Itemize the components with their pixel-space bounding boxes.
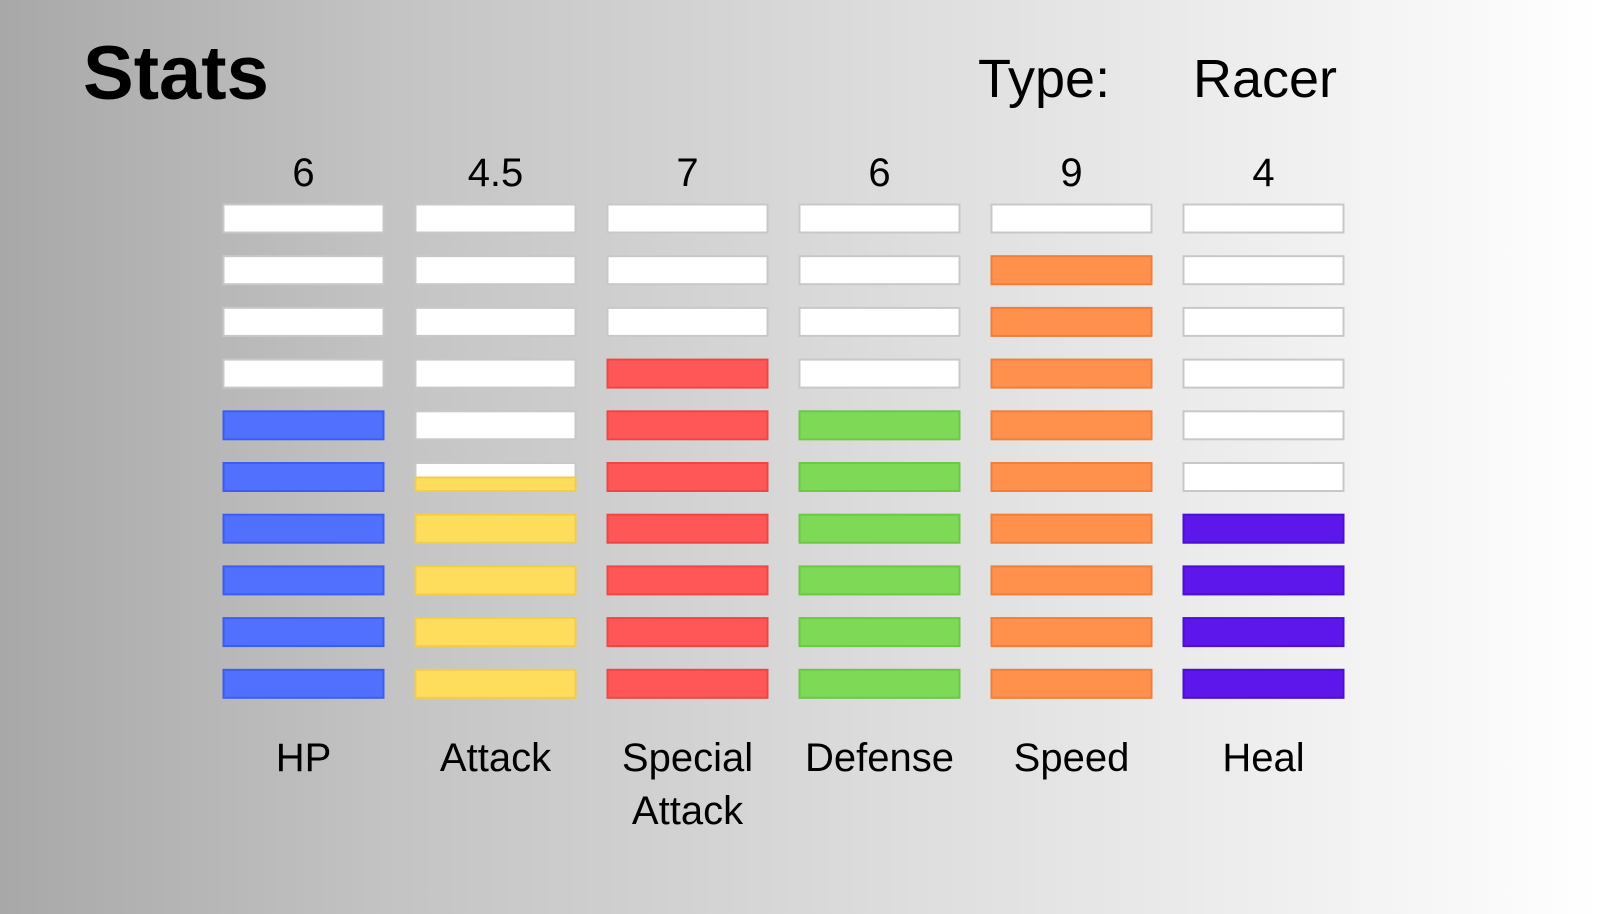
stat-value-heal: 4 <box>1252 151 1274 195</box>
stat-segment-empty <box>1182 358 1345 389</box>
stat-column-special-attack: 7 Special Attack <box>606 151 769 833</box>
stat-segment-empty <box>606 203 769 234</box>
page-title: Stats <box>83 31 269 116</box>
stat-segment-filled <box>606 617 769 648</box>
stat-value-hp: 6 <box>292 151 314 195</box>
stat-segment-empty <box>798 306 961 337</box>
stat-segment-filled <box>990 565 1153 596</box>
stat-label-special-attack: Attack <box>632 789 744 833</box>
stat-segment-filled <box>990 513 1153 544</box>
stat-column-hp: 6 HP <box>222 151 385 780</box>
stat-segment-filled <box>798 565 961 596</box>
stat-value-defense: 6 <box>868 151 890 195</box>
stat-segment-filled <box>606 358 769 389</box>
stat-segment-filled <box>1182 617 1345 648</box>
stat-segment-filled <box>222 617 385 648</box>
stat-segment-empty <box>222 358 385 389</box>
stat-segment-empty <box>798 358 961 389</box>
stat-segment-empty <box>222 306 385 337</box>
stat-segment-filled <box>990 462 1153 492</box>
stat-column-defense: 6 Defense <box>798 151 961 780</box>
stat-segment-empty <box>414 306 577 337</box>
stat-segment-empty <box>606 255 769 286</box>
stat-segment-filled <box>222 462 385 492</box>
stat-segment-filled <box>414 668 577 699</box>
type-value: Racer <box>1193 49 1338 109</box>
stat-segment-empty <box>606 306 769 337</box>
stat-segment-filled <box>990 410 1153 441</box>
stat-segment-filled <box>414 476 577 492</box>
stat-label-attack: Attack <box>440 736 552 780</box>
stat-segment-empty <box>990 203 1153 234</box>
stat-segment-filled <box>1182 668 1345 699</box>
stat-segment-filled <box>798 462 961 492</box>
stat-segment-empty <box>1182 306 1345 337</box>
stat-column-speed: 9 Speed <box>990 151 1153 780</box>
stat-value-attack: 4.5 <box>468 151 524 195</box>
stat-segment-empty <box>798 255 961 286</box>
stat-segment-filled <box>222 668 385 699</box>
stat-segment-filled <box>606 668 769 699</box>
stat-segment-filled <box>222 410 385 441</box>
stat-label-heal: Heal <box>1222 736 1304 780</box>
stat-segment-filled <box>606 565 769 596</box>
stat-segment-filled <box>414 565 577 596</box>
stat-segment-empty <box>798 203 961 234</box>
stat-segment-filled <box>990 668 1153 699</box>
stat-segment-empty <box>1182 462 1345 492</box>
stat-label-hp: HP <box>276 736 332 780</box>
stat-segment-empty <box>414 203 577 234</box>
stat-label-special-attack: Special <box>622 736 753 780</box>
stat-segment-empty <box>1182 255 1345 286</box>
stat-segment-filled <box>1182 565 1345 596</box>
stat-segment-empty <box>414 358 577 389</box>
stat-segment-filled <box>1182 513 1345 544</box>
stat-segment-filled <box>414 513 577 544</box>
stat-segment-filled <box>990 255 1153 286</box>
stat-segment-filled <box>990 306 1153 337</box>
stat-segment-empty <box>222 203 385 234</box>
stat-label-speed: Speed <box>1014 736 1130 780</box>
stat-segment-empty <box>222 255 385 286</box>
stat-segment-filled <box>222 565 385 596</box>
stat-segment-empty <box>1182 203 1345 234</box>
stat-segment-filled <box>990 617 1153 648</box>
stat-segment-filled <box>798 617 961 648</box>
stat-segment-filled <box>222 513 385 544</box>
stat-segment-empty <box>1182 410 1345 441</box>
stat-column-heal: 4 Heal <box>1182 151 1345 780</box>
stat-segment-filled <box>606 462 769 492</box>
stat-segment-filled <box>798 668 961 699</box>
stat-segment-filled <box>798 410 961 441</box>
stat-segment-filled <box>606 410 769 441</box>
stat-segment-filled <box>798 513 961 544</box>
stat-value-special-attack: 7 <box>676 151 698 195</box>
stat-segment-empty <box>414 410 577 441</box>
stat-segment-filled <box>606 513 769 544</box>
stat-value-speed: 9 <box>1060 151 1082 195</box>
stat-column-attack: 4.5 Attack <box>414 151 577 780</box>
stat-segment-filled <box>414 617 577 648</box>
type-label: Type: <box>978 49 1111 109</box>
stat-segment-filled <box>990 358 1153 389</box>
stat-label-defense: Defense <box>805 736 954 780</box>
stat-segment-empty <box>414 255 577 286</box>
